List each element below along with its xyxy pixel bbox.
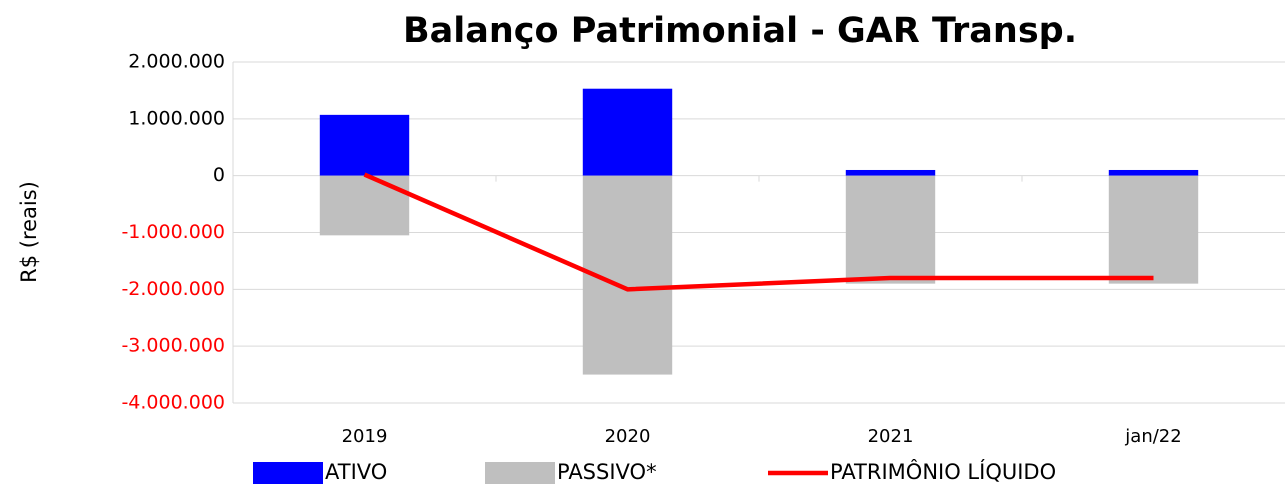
line (363, 172, 1154, 292)
y-tick-label: 2.000.000 (128, 51, 225, 73)
chart-title: Balanço Patrimonial - GAR Transp. (403, 11, 1077, 51)
x-tick-label: jan/22 (1124, 426, 1181, 447)
y-axis-label: R$ (reais) (17, 181, 41, 283)
y-tick-label: 0 (213, 164, 225, 186)
bar (1108, 175, 1199, 284)
x-tick-label: 2019 (342, 426, 388, 447)
bar (319, 175, 410, 236)
x-tick-label: 2021 (868, 426, 914, 447)
x-tick-label: 2020 (605, 426, 651, 447)
y-tick-label: -1.000.000 (121, 221, 225, 243)
y-tick-label: 1.000.000 (128, 107, 225, 129)
bar (582, 88, 673, 176)
y-tick-label: -3.000.000 (121, 335, 225, 357)
bar (319, 114, 410, 176)
bar (845, 175, 936, 284)
legend-label: ATIVO (325, 460, 387, 484)
y-tick-label: -2.000.000 (121, 278, 225, 300)
bar (1108, 169, 1199, 176)
legend-label: PATRIMÔNIO LÍQUIDO (830, 459, 1056, 484)
legend-swatch (253, 462, 323, 484)
y-tick-label: -4.000.000 (121, 392, 225, 414)
bar (845, 169, 936, 176)
legend-swatch (485, 462, 555, 484)
legend-label: PASSIVO* (557, 460, 657, 484)
